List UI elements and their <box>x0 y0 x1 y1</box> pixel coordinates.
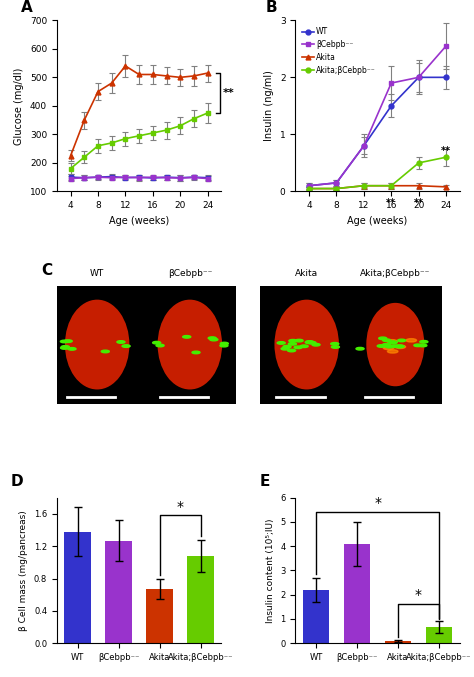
Circle shape <box>389 341 397 344</box>
Circle shape <box>387 350 398 353</box>
Bar <box>303 590 329 643</box>
Ellipse shape <box>274 300 339 389</box>
Y-axis label: Insulin content (10⁵;IU): Insulin content (10⁵;IU) <box>266 518 274 623</box>
Text: A: A <box>21 0 32 15</box>
Ellipse shape <box>65 300 129 389</box>
Circle shape <box>356 347 364 350</box>
Circle shape <box>277 342 285 344</box>
Circle shape <box>182 336 191 338</box>
Circle shape <box>379 337 387 340</box>
Circle shape <box>308 341 316 344</box>
FancyBboxPatch shape <box>260 286 353 403</box>
Circle shape <box>305 341 313 343</box>
Ellipse shape <box>157 300 222 389</box>
Bar <box>64 531 91 643</box>
Legend: WT, βCebpb⁻⁻, Akita, Akita;βCebpb⁻⁻: WT, βCebpb⁻⁻, Akita, Akita;βCebpb⁻⁻ <box>299 24 379 78</box>
Circle shape <box>306 341 314 343</box>
Circle shape <box>331 346 339 348</box>
Text: **: ** <box>441 146 451 156</box>
Circle shape <box>300 345 308 347</box>
Text: **: ** <box>386 198 396 209</box>
Circle shape <box>395 345 406 349</box>
Circle shape <box>192 351 200 353</box>
Bar <box>344 544 370 643</box>
Bar <box>426 628 452 643</box>
Text: *: * <box>415 588 422 602</box>
FancyBboxPatch shape <box>144 286 236 403</box>
Circle shape <box>220 345 228 347</box>
Y-axis label: Insulin (ng/ml): Insulin (ng/ml) <box>264 70 274 141</box>
Y-axis label: β Cell mass (mg/pancreas): β Cell mass (mg/pancreas) <box>19 510 28 631</box>
Circle shape <box>61 347 69 349</box>
Circle shape <box>381 345 391 347</box>
Circle shape <box>60 341 68 343</box>
Circle shape <box>101 350 109 353</box>
Text: *: * <box>176 500 183 514</box>
Bar <box>187 556 214 643</box>
Circle shape <box>383 339 391 341</box>
Circle shape <box>283 345 291 348</box>
Text: **: ** <box>414 198 424 209</box>
FancyBboxPatch shape <box>51 286 144 403</box>
Circle shape <box>383 347 394 349</box>
X-axis label: Age (weeks): Age (weeks) <box>347 216 408 225</box>
Text: D: D <box>11 474 23 489</box>
Bar <box>105 540 132 643</box>
Circle shape <box>420 341 428 343</box>
Text: WT: WT <box>90 269 104 278</box>
Circle shape <box>61 345 69 348</box>
Circle shape <box>156 344 164 347</box>
Circle shape <box>391 345 399 347</box>
Circle shape <box>385 345 393 348</box>
Circle shape <box>210 338 218 341</box>
Circle shape <box>288 343 296 345</box>
Text: *: * <box>374 496 381 510</box>
Circle shape <box>68 347 76 350</box>
Circle shape <box>312 343 320 346</box>
Circle shape <box>220 343 228 345</box>
Circle shape <box>294 346 302 349</box>
Circle shape <box>208 337 216 339</box>
Circle shape <box>153 341 161 344</box>
Circle shape <box>331 343 339 345</box>
Text: C: C <box>41 263 52 278</box>
X-axis label: Age (weeks): Age (weeks) <box>109 216 169 225</box>
Bar <box>385 640 411 643</box>
Circle shape <box>396 345 404 347</box>
FancyBboxPatch shape <box>349 286 442 403</box>
Text: **: ** <box>223 88 235 98</box>
Circle shape <box>122 345 130 347</box>
Text: Akita;βCebpb⁻⁻: Akita;βCebpb⁻⁻ <box>360 269 430 278</box>
Text: B: B <box>266 0 277 15</box>
Bar <box>146 589 173 643</box>
Ellipse shape <box>366 303 424 387</box>
Circle shape <box>295 339 303 342</box>
Circle shape <box>288 349 296 352</box>
Circle shape <box>406 338 417 342</box>
Circle shape <box>281 347 289 350</box>
Circle shape <box>289 339 297 342</box>
Circle shape <box>398 339 406 342</box>
Circle shape <box>383 344 391 346</box>
Circle shape <box>64 340 72 343</box>
Circle shape <box>395 345 403 348</box>
Circle shape <box>414 344 422 347</box>
Circle shape <box>388 341 396 344</box>
Text: E: E <box>259 474 270 489</box>
Text: Akita: Akita <box>295 269 318 278</box>
Circle shape <box>387 340 397 343</box>
Y-axis label: Glucose (mg/dl): Glucose (mg/dl) <box>14 67 24 145</box>
Circle shape <box>377 345 385 347</box>
Circle shape <box>419 344 427 347</box>
Circle shape <box>117 341 125 343</box>
Text: βCebpb⁻⁻: βCebpb⁻⁻ <box>168 269 212 278</box>
